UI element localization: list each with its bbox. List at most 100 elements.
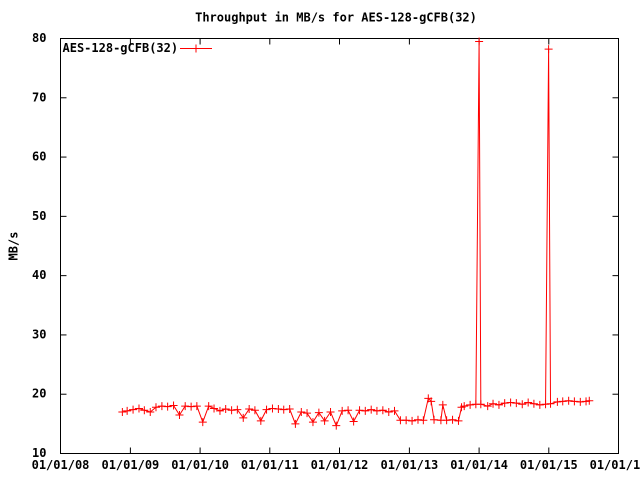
data-point	[430, 415, 439, 424]
data-point	[460, 402, 469, 411]
data-point	[285, 405, 294, 414]
data-point	[475, 37, 484, 46]
data-point	[408, 416, 417, 425]
data-point	[344, 406, 353, 415]
data-point	[494, 400, 503, 409]
data-point	[157, 402, 166, 411]
data-point	[448, 415, 457, 424]
x-tick-label: 01/01/09	[101, 458, 159, 472]
data-point	[151, 403, 160, 412]
data-point	[427, 397, 436, 406]
data-point	[413, 415, 422, 424]
data-point	[361, 406, 370, 415]
data-point	[489, 399, 498, 408]
x-tick-label: 01/01/13	[380, 458, 438, 472]
data-point	[576, 397, 585, 406]
data-point	[390, 406, 399, 415]
y-tick-label: 30	[32, 327, 46, 341]
data-point	[245, 405, 254, 414]
data-point	[221, 405, 230, 414]
data-point	[274, 405, 283, 414]
x-tick-label: 01/01/16	[590, 458, 640, 472]
data-point	[553, 397, 562, 406]
data-point	[454, 416, 463, 425]
data-point	[326, 408, 335, 416]
data-point	[175, 410, 184, 419]
data-point	[402, 416, 411, 425]
data-point	[268, 404, 277, 413]
data-point	[279, 405, 288, 414]
data-point	[314, 408, 323, 417]
x-tick-label: 01/01/14	[450, 458, 508, 472]
data-point	[476, 400, 485, 409]
chart-title: Throughput in MB/s for AES-128-gCFB(32)	[195, 11, 477, 25]
data-point	[215, 406, 224, 415]
data-point	[297, 408, 306, 416]
data-point	[308, 418, 317, 427]
data-point	[378, 406, 387, 415]
data-point	[483, 402, 492, 411]
legend-marker	[192, 44, 200, 53]
data-point	[169, 401, 178, 410]
x-tick-label: 01/01/12	[311, 458, 369, 472]
data-point	[529, 399, 538, 408]
data-point	[303, 409, 312, 418]
y-tick-label: 50	[32, 209, 46, 223]
data-point	[419, 416, 428, 425]
data-point	[546, 399, 555, 408]
data-point	[570, 397, 579, 406]
x-tick-label: 01/01/11	[241, 458, 299, 472]
data-point	[585, 396, 594, 405]
data-point	[250, 406, 259, 415]
data-point	[233, 405, 242, 414]
data-point	[163, 402, 172, 411]
data-point	[129, 405, 138, 414]
data-point	[320, 416, 329, 425]
data-point	[512, 399, 521, 408]
x-tick-label: 01/01/15	[520, 458, 578, 472]
data-point	[535, 400, 544, 409]
data-point	[466, 400, 475, 409]
data-point	[438, 400, 447, 409]
data-point	[372, 406, 381, 415]
data-point	[262, 405, 271, 414]
y-tick-label: 20	[32, 387, 46, 401]
data-point	[227, 406, 236, 415]
data-point	[332, 421, 341, 430]
data-point	[506, 398, 515, 407]
data-point	[349, 417, 358, 426]
data-point	[181, 402, 190, 411]
y-tick-label: 40	[32, 268, 46, 282]
y-axis-label: MB/s	[7, 232, 21, 261]
data-point	[524, 398, 533, 407]
data-point	[541, 400, 550, 409]
data-point	[146, 408, 155, 416]
data-point	[544, 45, 553, 54]
data-point	[338, 406, 347, 415]
data-point	[582, 397, 591, 406]
data-point	[500, 399, 509, 408]
y-tick-label: 10	[32, 446, 46, 460]
data-point	[187, 402, 196, 411]
x-tick-label: 01/01/10	[171, 458, 229, 472]
y-tick-label: 70	[32, 90, 46, 104]
data-point	[123, 406, 132, 415]
legend-label: AES-128-gCFB(32)	[63, 41, 179, 55]
data-point	[558, 397, 567, 406]
data-point	[134, 404, 143, 413]
data-point	[140, 406, 149, 415]
data-point	[355, 406, 364, 415]
data-point	[291, 419, 300, 428]
data-point	[210, 404, 219, 413]
data-point	[367, 405, 376, 414]
data-point	[192, 402, 201, 411]
data-point	[256, 416, 265, 425]
data-point	[239, 413, 248, 422]
data-point	[442, 416, 451, 425]
data-point	[384, 408, 393, 416]
x-tick-label: 01/01/08	[32, 458, 90, 472]
data-point	[564, 396, 573, 405]
y-tick-label: 80	[32, 31, 46, 45]
